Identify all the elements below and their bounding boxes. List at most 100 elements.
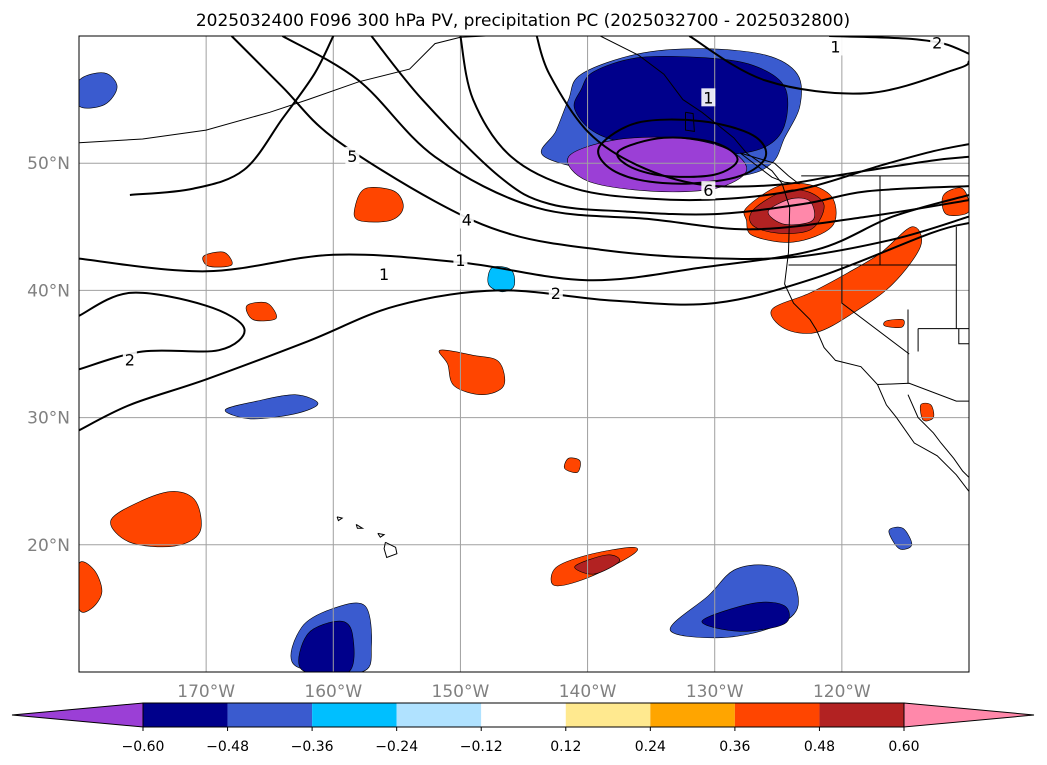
coastline-1 [600,36,969,492]
pv-contour-8 [459,36,969,202]
pv-label-halo [459,210,474,229]
lon-tick-label: 140°W [559,682,617,702]
colorbar-tick-label: −0.60 [122,739,165,755]
precip-region-11 [353,187,404,223]
precip-region-7 [298,620,355,672]
pv-contour-12 [829,36,969,55]
lat-tick-label: 50°N [27,154,70,174]
coastline-7 [355,523,365,529]
precip-region-12 [202,251,233,268]
colorbar-extend-low [11,702,144,728]
precip-region-14 [438,349,506,396]
pv-label-halo [701,181,716,200]
border-line-1 [877,382,969,402]
pv-label-halo [377,265,392,284]
pv-label-halo [122,350,137,369]
coastline-3 [685,111,695,132]
pv-label-halo [548,284,563,303]
precip-region-19 [79,561,103,613]
colorbar: −0.60 −0.48 −0.36 −0.24 −0.12 0.12 0.24 0.36 0.4… [11,702,1035,755]
colorbar-tick-label: −0.36 [291,739,334,755]
precip-region-9 [701,601,790,632]
pv-label-halo [453,251,468,270]
colorbar-segment [312,703,397,727]
pv-label-halo [930,36,945,52]
pv-contour-label: 6 [703,181,713,200]
pv-contour-label: 2 [932,34,942,53]
lon-tick-label: 170°W [177,682,235,702]
coastline-6 [377,532,386,538]
pv-contour-2 [79,291,246,371]
precip-region-18 [574,554,621,575]
colorbar-outline [142,702,905,728]
lon-tick-label: 120°W [813,682,871,702]
pv-contour-3 [281,36,969,231]
colorbar-segment [650,703,735,727]
pv-contour-10 [616,136,739,178]
pv-contour-4 [370,36,969,216]
colorbar-tick-label: 0.48 [804,739,835,755]
border-line-4 [841,265,910,355]
precip-region-16 [110,491,202,548]
pv-contour-9 [597,118,768,185]
lon-tick-label: 150°W [432,682,490,702]
coastline-2 [907,394,969,478]
colorbar-segment [734,703,820,727]
lon-tick-label: 130°W [686,682,744,702]
pv-label-halo [828,37,843,56]
coastline-5 [383,541,398,559]
pv-contour-label: 1 [830,37,840,56]
colorbar-segment [481,703,566,727]
precip-region-26 [919,402,935,422]
pv-contour-label: 1 [703,88,713,107]
lat-tick-label: 30°N [27,409,70,429]
pv-contour-label: 2 [125,350,135,369]
pv-contour-label: 1 [379,265,389,284]
precip-shading-layer [79,48,969,672]
latitude-tick-labels: 50°N 40°N 30°N 20°N [27,154,70,556]
colorbar-tick-label: 0.36 [719,739,750,755]
pv-contour-1 [79,222,969,432]
precip-region-13 [245,301,277,322]
pv-contour-layer [79,36,969,432]
map-background [79,36,969,672]
border-line-9 [958,328,969,345]
colorbar-segment [143,703,228,727]
pv-contour-7 [129,36,335,196]
precip-region-5 [224,394,319,420]
pv-contour-label: 5 [347,147,357,166]
pv-contour-6 [230,36,969,260]
precip-region-0 [79,72,118,109]
longitude-tick-labels: 170°W 160°W 150°W 140°W 130°W 120°W [177,682,871,702]
pv-contour-label: 1 [455,251,465,270]
precip-region-25 [883,318,905,328]
pv-contour-label: 2 [551,284,561,303]
map-plot-area: 1 2 1 2 4 5 6 1 1 2 [79,34,969,672]
pv-label-halo [701,88,716,107]
precip-region-15 [564,457,581,473]
precip-region-20 [770,226,922,334]
colorbar-tick-label: −0.48 [206,739,249,755]
colorbar-extend-high [903,702,1035,728]
colorbar-tick-label: −0.24 [375,739,418,755]
colorbar-tick-label: 0.24 [635,739,666,755]
lon-tick-label: 160°W [304,682,362,702]
coastline-8 [336,516,344,522]
pv-contour-11 [688,36,969,95]
map-frame [78,35,970,673]
coastline-0 [79,36,486,144]
coastline-layer [79,36,969,559]
colorbar-tick-label: 0.12 [550,739,581,755]
colorbar-tick-label: 0.60 [888,739,919,755]
pv-contour-labels: 1 2 1 2 4 5 6 1 1 2 [122,34,945,369]
colorbar-tick-label: −0.12 [460,739,503,755]
colorbar-segment [565,703,651,727]
chart-title: 2025032400 F096 300 hPa PV, precipitatio… [196,11,850,31]
colorbar-segment [819,703,904,727]
pv-contour-0 [79,194,969,282]
pv-contour-label: 4 [462,210,472,229]
pv-label-halo [345,146,360,165]
lat-tick-label: 40°N [27,281,70,301]
colorbar-segment [227,703,313,727]
